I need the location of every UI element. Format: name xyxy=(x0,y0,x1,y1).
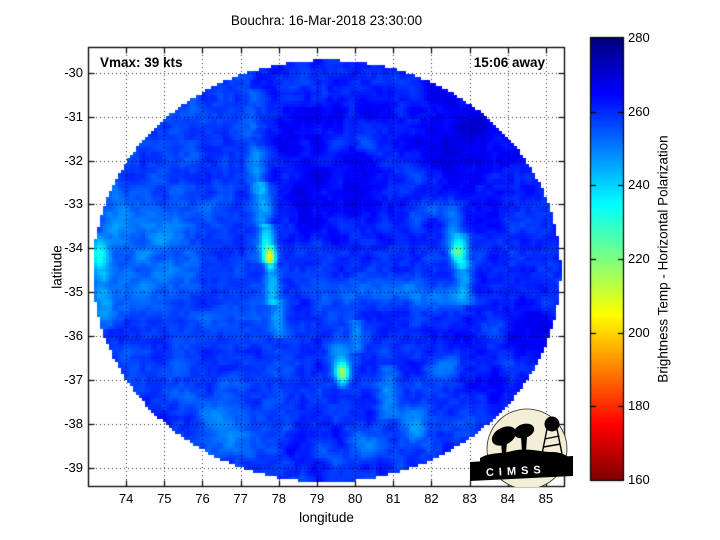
y-tick-label: -33 xyxy=(64,196,83,212)
colorbar-tick-label: 160 xyxy=(628,472,650,487)
y-tick-label: -35 xyxy=(64,284,83,300)
y-tick-label: -36 xyxy=(64,328,83,344)
x-tick-label: 77 xyxy=(233,491,248,506)
colorbar-tick-label: 240 xyxy=(628,177,650,193)
x-tick-label: 81 xyxy=(386,491,401,506)
colorbar-tick-label: 220 xyxy=(628,251,650,266)
colorbar-tick-label: 200 xyxy=(628,324,650,340)
x-tick-label: 75 xyxy=(157,491,172,506)
logo-banner xyxy=(470,456,573,481)
x-tick-label: 79 xyxy=(309,491,325,506)
y-tick-label: -30 xyxy=(64,64,83,80)
x-tick-label: 83 xyxy=(462,491,477,506)
colorbar-label: Brightness Temp - Horizontal Polarizatio… xyxy=(655,135,671,383)
colorbar-tick-label: 180 xyxy=(628,398,650,414)
time-offset-annotation: 15:06 away xyxy=(473,55,545,70)
figure-title: Bouchra: 16-Mar-2018 23:30:00 xyxy=(230,13,423,28)
y-tick-label: -38 xyxy=(64,415,83,431)
x-axis-label: longitude xyxy=(299,510,354,525)
satellite-dish-icon xyxy=(491,423,535,454)
y-tick-label: -32 xyxy=(64,152,83,168)
water-tower-icon xyxy=(541,416,563,455)
x-tick-label: 82 xyxy=(424,491,439,506)
x-tick-label: 74 xyxy=(118,491,134,506)
y-tick-label: -31 xyxy=(64,108,83,124)
x-tick-label: 80 xyxy=(347,491,363,506)
x-tick-label: 85 xyxy=(538,491,554,506)
colorbar-tick-label: 280 xyxy=(628,30,650,45)
x-tick-label: 78 xyxy=(271,491,287,506)
cimss-logo: CIMSS xyxy=(470,408,573,487)
y-tick-label: -37 xyxy=(64,371,83,387)
x-tick-label: 76 xyxy=(195,491,210,506)
y-tick-label: -39 xyxy=(64,459,83,475)
x-tick-label: 84 xyxy=(500,491,515,506)
colorbar-tick-label: 260 xyxy=(628,103,650,119)
vmax-annotation: Vmax: 39 kts xyxy=(100,55,183,70)
logo-text: CIMSS xyxy=(486,464,546,479)
y-tick-label: -34 xyxy=(64,240,83,256)
